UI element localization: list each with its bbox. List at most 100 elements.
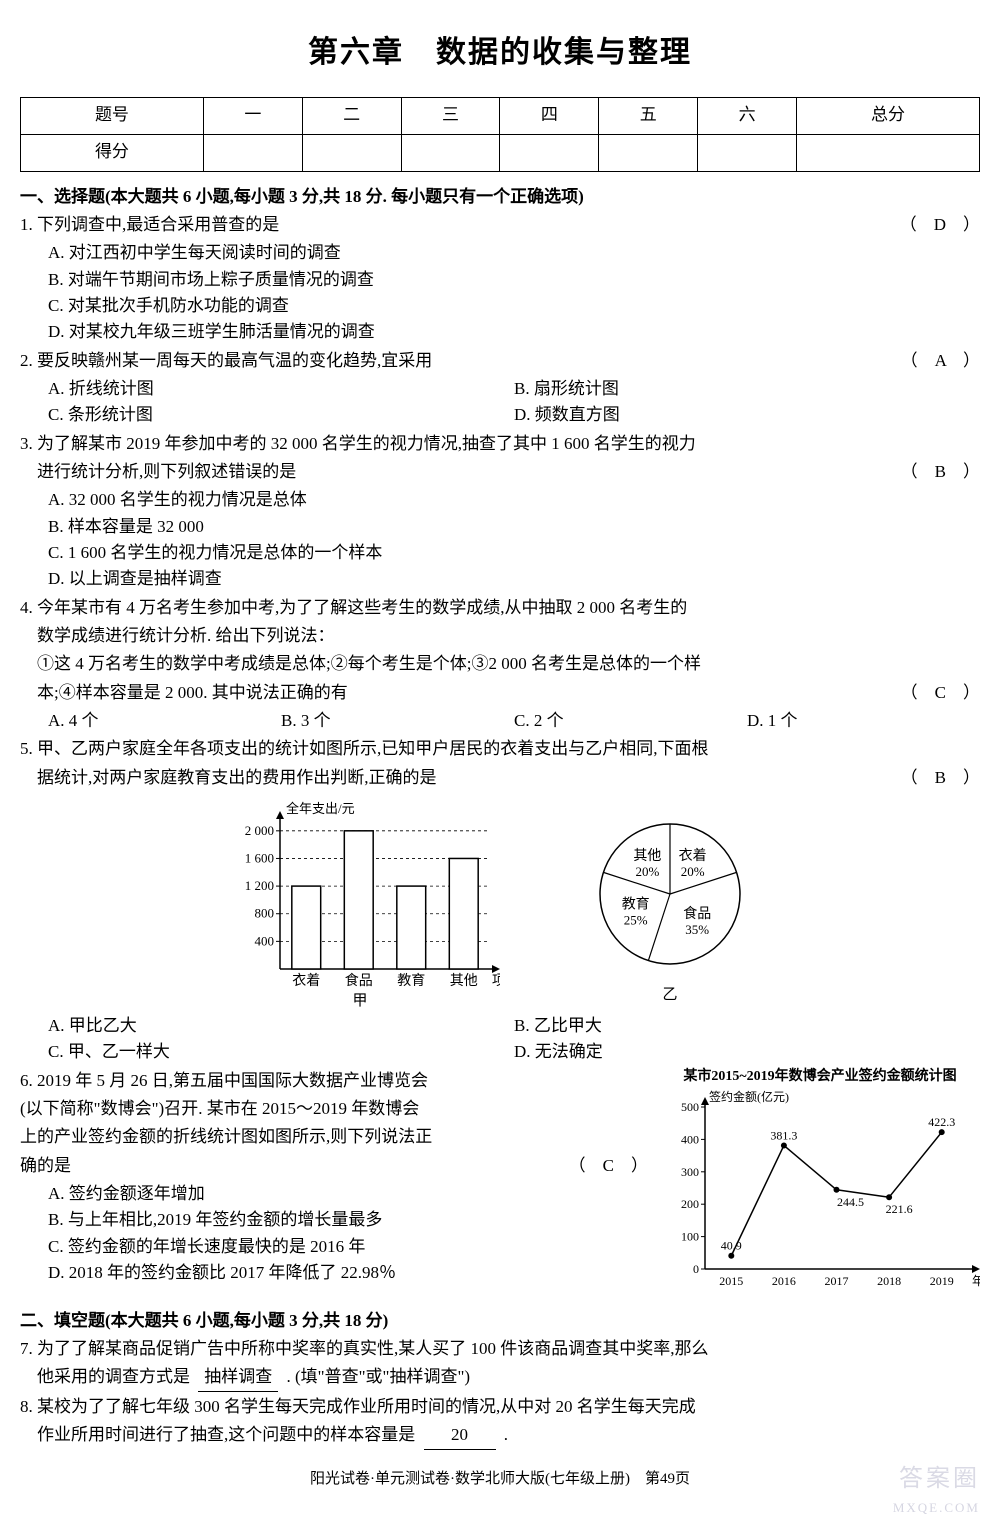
- svg-text:年份: 年份: [972, 1274, 980, 1288]
- svg-text:2016: 2016: [772, 1274, 796, 1288]
- q6-A: A. 签约金额逐年增加: [48, 1181, 648, 1207]
- svg-text:200: 200: [681, 1198, 699, 1212]
- svg-text:其他: 其他: [633, 848, 661, 864]
- th-0: 题号: [21, 97, 204, 134]
- svg-text:381.3: 381.3: [770, 1129, 797, 1143]
- q3-B: B. 样本容量是 32 000: [48, 514, 980, 540]
- th-4: 四: [500, 97, 599, 134]
- q1-stem: （ D ） 1. 下列调查中,最适合采用普查的是: [20, 212, 980, 238]
- svg-text:签约金额(亿元): 签约金额(亿元): [709, 1089, 789, 1104]
- svg-text:其他: 其他: [450, 973, 478, 989]
- svg-text:1 200: 1 200: [245, 878, 274, 893]
- svg-text:食品: 食品: [683, 905, 711, 922]
- q4-A: A. 4 个: [48, 708, 281, 734]
- q6-chart-title: 某市2015~2019年数博会产业签约金额统计图: [660, 1066, 980, 1088]
- q4-B: B. 3 个: [281, 708, 514, 734]
- svg-text:2019: 2019: [930, 1274, 954, 1288]
- th-2: 二: [302, 97, 401, 134]
- svg-text:衣着: 衣着: [679, 848, 707, 864]
- svg-text:20%: 20%: [635, 864, 659, 879]
- q4-stem1: 4. 今年某市有 4 万名考生参加中考,为了了解这些考生的数学成绩,从中抽取 2…: [20, 595, 980, 621]
- watermark-1: 答案圈: [20, 1461, 980, 1498]
- th-3: 三: [401, 97, 500, 134]
- svg-text:衣着: 衣着: [292, 973, 320, 989]
- q5-pie-chart: 衣着20%食品35%教育25%其他20%乙: [560, 799, 780, 1009]
- q5-stem1: 5. 甲、乙两户家庭全年各项支出的统计如图所示,已知甲户居民的衣着支出与乙户相同…: [20, 736, 980, 762]
- q2-C: C. 条形统计图: [48, 402, 514, 428]
- q1-B: B. 对端午节期间市场上粽子质量情况的调查: [48, 267, 980, 293]
- svg-text:全年支出/元: 全年支出/元: [286, 801, 355, 816]
- svg-text:35%: 35%: [685, 922, 709, 937]
- q2-ans: （ A ）: [901, 348, 980, 374]
- q6-stem4: （ C ） 确的是: [20, 1153, 648, 1179]
- svg-text:244.5: 244.5: [837, 1195, 864, 1209]
- svg-text:0: 0: [693, 1262, 699, 1276]
- q4-C: C. 2 个: [514, 708, 747, 734]
- q5-bar-chart: 全年支出/元4008001 2001 6002 000衣着食品教育其他项目甲: [220, 799, 500, 1009]
- q8-stem1: 8. 某校为了了解七年级 300 名学生每天完成作业所用时间的情况,从中对 20…: [20, 1394, 980, 1420]
- q5-stem2: （ B ） 据统计,对两户家庭教育支出的费用作出判断,正确的是: [20, 765, 980, 791]
- svg-text:2015: 2015: [719, 1274, 743, 1288]
- q3-stem1: 3. 为了解某市 2019 年参加中考的 32 000 名学生的视力情况,抽查了…: [20, 431, 980, 457]
- page-title: 第六章 数据的收集与整理: [20, 30, 980, 77]
- svg-text:1 600: 1 600: [245, 851, 274, 866]
- q2-D: D. 频数直方图: [514, 402, 980, 428]
- q5-A: A. 甲比乙大: [48, 1013, 514, 1039]
- q4-stem4: （ C ） 本;④样本容量是 2 000. 其中说法正确的有: [20, 680, 980, 706]
- q2-A: A. 折线统计图: [48, 376, 514, 402]
- q5-C: C. 甲、乙一样大: [48, 1039, 514, 1065]
- svg-text:800: 800: [255, 906, 275, 921]
- svg-text:400: 400: [255, 933, 275, 948]
- q6-ans: （ C ）: [569, 1153, 648, 1179]
- svg-text:乙: 乙: [662, 987, 677, 1003]
- q6-line-chart: 签约金额(亿元) 0 100 200 300 400 500 40.9 2015 381.3 201…: [660, 1087, 980, 1297]
- q3-D: D. 以上调查是抽样调查: [48, 566, 980, 592]
- svg-text:项目: 项目: [492, 974, 500, 989]
- svg-text:100: 100: [681, 1230, 699, 1244]
- th-5: 五: [599, 97, 698, 134]
- svg-text:2017: 2017: [825, 1274, 849, 1288]
- svg-text:2 000: 2 000: [245, 823, 274, 838]
- q2-stem: （ A ） 2. 要反映赣州某一周每天的最高气温的变化趋势,宜采用: [20, 348, 980, 374]
- svg-text:2018: 2018: [877, 1274, 901, 1288]
- svg-text:教育: 教育: [397, 973, 425, 989]
- q1-D: D. 对某校九年级三班学生肺活量情况的调查: [48, 319, 980, 345]
- section-1-head: 一、选择题(本大题共 6 小题,每小题 3 分,共 18 分. 每小题只有一个正…: [20, 184, 980, 210]
- svg-text:25%: 25%: [624, 913, 648, 928]
- q5-ans: （ B ）: [901, 765, 980, 791]
- svg-text:甲: 甲: [352, 993, 367, 1009]
- q5-D: D. 无法确定: [514, 1039, 980, 1065]
- q6-B: B. 与上年相比,2019 年签约金额的增长量最多: [48, 1207, 648, 1233]
- svg-text:40.9: 40.9: [721, 1239, 742, 1253]
- th-1: 一: [203, 97, 302, 134]
- q1-C: C. 对某批次手机防水功能的调查: [48, 293, 980, 319]
- q6-stem2: (以下简称"数博会")召开. 某市在 2015～2019 年数博会: [20, 1096, 648, 1122]
- svg-text:教育: 教育: [622, 897, 650, 913]
- q1-ans: （ D ）: [900, 212, 980, 238]
- q3-ans: （ B ）: [901, 459, 980, 485]
- q6-stem3: 上的产业签约金额的折线统计图如图所示,则下列说法正: [20, 1124, 648, 1150]
- q7-stem1: 7. 为了了解某商品促销广告中所称中奖率的真实性,某人买了 100 件该商品调查…: [20, 1336, 980, 1362]
- q4-D: D. 1 个: [747, 708, 980, 734]
- svg-text:500: 500: [681, 1100, 699, 1114]
- row2-label: 得分: [21, 134, 204, 171]
- q7-blank: 抽样调查: [198, 1364, 278, 1391]
- q8-blank: 20: [424, 1422, 496, 1449]
- svg-text:422.3: 422.3: [928, 1116, 955, 1130]
- q1-A: A. 对江西初中学生每天阅读时间的调查: [48, 240, 980, 266]
- q4-stem3: ①这 4 万名考生的数学中考成绩是总体;②每个考生是个体;③2 000 名考生是…: [20, 651, 980, 677]
- q3-A: A. 32 000 名学生的视力情况是总体: [48, 487, 980, 513]
- q6-D: D. 2018 年的签约金额比 2017 年降低了 22.98％: [48, 1260, 648, 1286]
- q3-stem2: （ B ） 进行统计分析,则下列叙述错误的是: [20, 459, 980, 485]
- q2-B: B. 扇形统计图: [514, 376, 980, 402]
- svg-text:300: 300: [681, 1165, 699, 1179]
- q4-ans: （ C ）: [901, 680, 980, 706]
- q3-C: C. 1 600 名学生的视力情况是总体的一个样本: [48, 540, 980, 566]
- score-table: 题号 一 二 三 四 五 六 总分 得分: [20, 97, 980, 172]
- q5-B: B. 乙比甲大: [514, 1013, 980, 1039]
- svg-text:20%: 20%: [681, 864, 705, 879]
- q7-stem2: 他采用的调查方式是 抽样调查 . (填"普查"或"抽样调查"): [20, 1364, 980, 1391]
- svg-text:400: 400: [681, 1133, 699, 1147]
- section-2-head: 二、填空题(本大题共 6 小题,每小题 3 分,共 18 分): [20, 1308, 980, 1334]
- th-6: 六: [698, 97, 797, 134]
